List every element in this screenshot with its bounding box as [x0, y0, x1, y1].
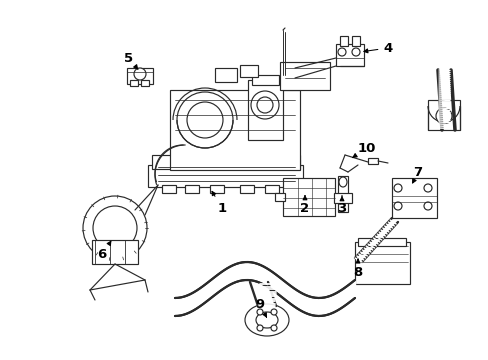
Bar: [92, 240, 138, 264]
Circle shape: [83, 196, 147, 260]
Bar: [427, 100, 459, 130]
Bar: [162, 185, 176, 193]
Bar: [240, 185, 253, 193]
Bar: [127, 68, 153, 84]
Bar: [357, 238, 405, 246]
Circle shape: [393, 202, 401, 210]
Circle shape: [423, 184, 431, 192]
Bar: [337, 176, 347, 212]
Circle shape: [257, 97, 272, 113]
Bar: [285, 185, 298, 193]
Ellipse shape: [338, 177, 346, 187]
Ellipse shape: [256, 312, 278, 328]
Bar: [209, 185, 224, 193]
Circle shape: [423, 202, 431, 210]
Bar: [351, 36, 359, 46]
Circle shape: [93, 206, 137, 250]
Text: 6: 6: [97, 241, 111, 261]
Text: 7: 7: [412, 166, 422, 183]
Bar: [283, 178, 334, 216]
Bar: [247, 80, 283, 140]
Bar: [274, 193, 285, 201]
Bar: [354, 242, 409, 284]
Ellipse shape: [244, 304, 288, 336]
Text: 9: 9: [255, 298, 266, 317]
Text: 1: 1: [212, 192, 226, 215]
Bar: [339, 36, 347, 46]
Circle shape: [270, 309, 276, 315]
Bar: [335, 44, 363, 66]
Circle shape: [177, 92, 232, 148]
Circle shape: [134, 68, 146, 80]
Bar: [280, 62, 329, 90]
Bar: [240, 65, 258, 77]
Text: 8: 8: [353, 259, 362, 279]
Circle shape: [257, 309, 263, 315]
Text: 3: 3: [337, 196, 346, 215]
Text: 10: 10: [352, 141, 375, 158]
Bar: [141, 80, 149, 86]
Bar: [367, 158, 377, 164]
Bar: [264, 185, 279, 193]
Bar: [251, 75, 279, 85]
Circle shape: [250, 91, 279, 119]
Circle shape: [186, 102, 223, 138]
Bar: [391, 178, 436, 218]
Text: 2: 2: [300, 195, 309, 215]
Circle shape: [435, 108, 451, 124]
Circle shape: [257, 325, 263, 331]
Bar: [130, 80, 138, 86]
Circle shape: [337, 48, 346, 56]
Bar: [152, 155, 299, 169]
Circle shape: [351, 48, 359, 56]
Bar: [148, 165, 303, 187]
Text: 5: 5: [124, 51, 138, 69]
Circle shape: [270, 325, 276, 331]
Bar: [215, 68, 237, 82]
Bar: [184, 185, 199, 193]
Bar: [170, 90, 299, 170]
Text: 4: 4: [363, 41, 392, 54]
Circle shape: [393, 184, 401, 192]
Bar: [333, 193, 351, 203]
